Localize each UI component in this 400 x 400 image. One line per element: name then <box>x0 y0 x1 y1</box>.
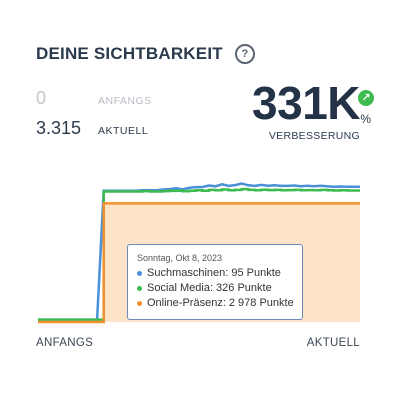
social-media-series-line <box>38 187 360 321</box>
start-label: ANFANGS <box>98 95 152 107</box>
widget-header: DEINE SICHTBARKEIT ? <box>36 44 255 64</box>
tooltip-row-social: Social Media: 326 Punkte <box>137 281 293 296</box>
current-label: AKTUELL <box>98 125 149 137</box>
arrow-up-right-icon: ↗ <box>358 90 374 106</box>
x-axis-end-label: AKTUELL <box>306 337 360 349</box>
tooltip-value-social: 326 Punkte <box>216 282 272 294</box>
start-value: 0 <box>36 88 47 108</box>
online-presence-series-line <box>38 202 360 324</box>
tooltip-dot-social <box>137 286 142 291</box>
tooltip-label-social: Social Media: <box>147 282 214 294</box>
tooltip-value-search: 95 Punkte <box>231 267 281 279</box>
current-value: 3.315 <box>36 118 82 138</box>
current-stat: 3.315 AKTUELL <box>36 118 148 139</box>
question-circle-icon[interactable]: ? <box>234 44 255 64</box>
chart-tooltip: Sonntag, Okt 8, 2023 Suchmaschinen: 95 P… <box>127 244 303 320</box>
tooltip-date: Sonntag, Okt 8, 2023 <box>137 253 223 263</box>
improvement-label: VERBESSERUNG <box>268 130 360 142</box>
x-axis-start-label: ANFANGS <box>36 337 94 349</box>
tooltip-label-search: Suchmaschinen: <box>147 267 229 279</box>
tooltip-value-online: 2 978 Punkte <box>228 297 294 309</box>
start-stat: 0 ANFANGS <box>36 88 152 109</box>
improvement-block: 331K ↗ % VERBESSERUNG <box>252 77 374 142</box>
widget-title: DEINE SICHTBARKEIT <box>36 44 223 63</box>
tooltip-label-online: Online-Präsenz: <box>147 297 226 309</box>
improvement-value: 331K <box>252 77 360 129</box>
tooltip-row-search: Suchmaschinen: 95 Punkte <box>137 266 293 281</box>
tooltip-dot-online <box>137 301 142 306</box>
improvement-unit: % <box>360 112 371 126</box>
tooltip-dot-search <box>137 271 142 276</box>
tooltip-row-online: Online-Präsenz: 2 978 Punkte <box>137 296 294 311</box>
